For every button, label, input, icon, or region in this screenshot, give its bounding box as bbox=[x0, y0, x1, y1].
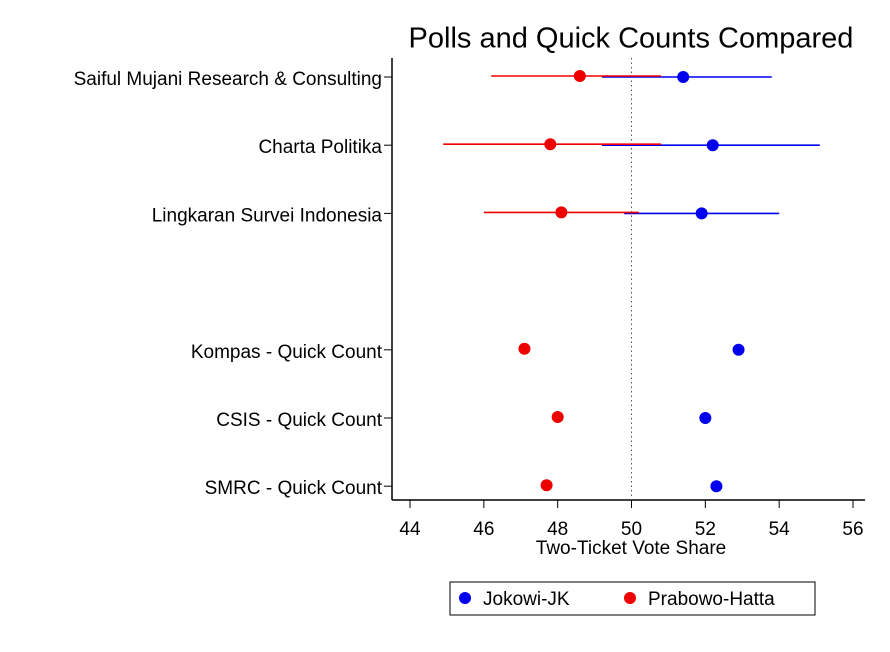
dot bbox=[544, 138, 557, 151]
x-tick-label: 44 bbox=[399, 519, 421, 540]
x-tick-label: 46 bbox=[473, 519, 494, 540]
dot bbox=[706, 139, 719, 152]
x-axis-label: Two-Ticket Vote Share bbox=[536, 538, 726, 559]
dot bbox=[540, 479, 553, 492]
legend-marker bbox=[459, 592, 471, 604]
legend-label: Prabowo-Hatta bbox=[648, 589, 775, 610]
x-tick-label: 54 bbox=[769, 519, 791, 540]
chart-title: Polls and Quick Counts Compared bbox=[409, 23, 854, 55]
dot bbox=[695, 207, 708, 220]
dot bbox=[732, 343, 745, 356]
x-tick-label: 52 bbox=[695, 519, 716, 540]
dot bbox=[710, 480, 723, 493]
x-tick-label: 50 bbox=[621, 519, 642, 540]
legend-label: Jokowi-JK bbox=[483, 589, 570, 610]
dot bbox=[699, 412, 712, 424]
y-tick-label: Kompas - Quick Count bbox=[191, 342, 383, 363]
legend-box bbox=[449, 581, 816, 616]
dot bbox=[573, 70, 586, 82]
dot bbox=[555, 206, 568, 219]
y-tick-label: Charta Politika bbox=[258, 137, 382, 158]
legend-marker bbox=[624, 592, 636, 604]
y-tick-label: Lingkaran Survei Indonesia bbox=[152, 205, 383, 226]
x-tick-label: 48 bbox=[547, 519, 568, 540]
y-tick-label: CSIS - Quick Count bbox=[216, 410, 382, 431]
y-tick-label: SMRC - Quick Count bbox=[205, 478, 383, 499]
dot bbox=[551, 411, 564, 423]
dot bbox=[677, 71, 690, 83]
y-tick-label: Saiful Mujani Research & Consulting bbox=[74, 69, 382, 90]
dot bbox=[518, 342, 531, 355]
x-tick-label: 56 bbox=[842, 519, 863, 540]
